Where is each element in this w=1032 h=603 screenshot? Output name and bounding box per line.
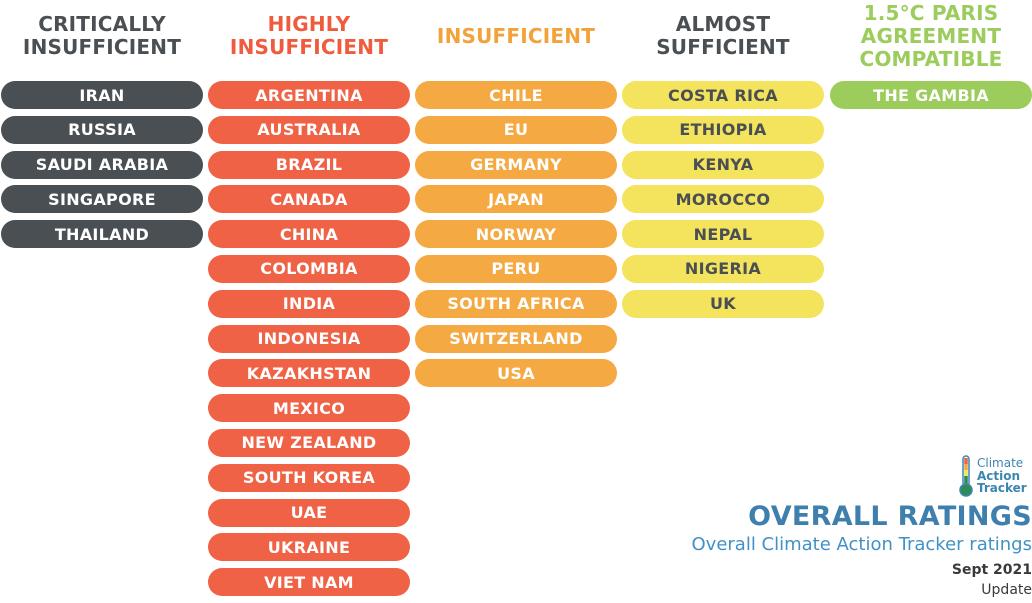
country-pill: SAUDI ARABIA: [1, 150, 203, 179]
country-pill: NEPAL: [622, 220, 824, 249]
logo-line-3: Tracker: [977, 481, 1027, 495]
country-pill: THAILAND: [1, 220, 203, 249]
footer-subtitle: Overall Climate Action Tracker ratings: [691, 534, 1032, 555]
country-pill: THE GAMBIA: [830, 81, 1032, 109]
country-pill: SOUTH KOREA: [208, 463, 410, 492]
footer: OVERALL RATINGS Overall Climate Action T…: [632, 500, 1032, 599]
country-list: THE GAMBIA: [830, 81, 1032, 116]
column-paris-compatible: 1.5°C PARIS AGREEMENT COMPATIBLE THE GAM…: [830, 0, 1032, 109]
country-pill: UK: [622, 289, 824, 318]
country-pill: CHILE: [415, 81, 617, 109]
footer-date: Sept 2021: [951, 562, 1032, 578]
column-insufficient: INSUFFICIENT CHILE EU GERMANY JAPAN NORWAY PE…: [415, 0, 617, 388]
footer-title: OVERALL RATINGS: [748, 501, 1032, 532]
country-pill: KENYA: [622, 150, 824, 179]
country-pill: USA: [415, 359, 617, 388]
country-pill: SWITZERLAND: [415, 324, 617, 353]
logo-line-1: Climate: [977, 456, 1024, 470]
country-pill: CANADA: [208, 185, 410, 214]
country-pill: KAZAKHSTAN: [208, 359, 410, 388]
column-heading: 1.5°C PARIS AGREEMENT COMPATIBLE: [859, 1, 1003, 71]
climate-action-tracker-logo: Climate Action Tracker: [955, 455, 1032, 497]
country-pill: ETHIOPIA: [622, 115, 824, 144]
country-list: IRAN RUSSIA SAUDI ARABIA SINGAPORE THAILAND: [1, 81, 203, 255]
country-pill: INDIA: [208, 289, 410, 318]
country-pill: SOUTH AFRICA: [415, 289, 617, 318]
country-list: COSTA RICA ETHIOPIA KENYA MOROCCO NEPAL NIGER…: [622, 81, 824, 325]
country-pill: MEXICO: [208, 394, 410, 423]
logo-line-2: Action: [977, 468, 1021, 483]
country-pill: MOROCCO: [622, 185, 824, 214]
country-pill: EU: [415, 115, 617, 144]
column-heading: HIGHLY INSUFFICIENT: [229, 12, 389, 59]
country-pill: CHINA: [208, 220, 410, 249]
column-almost-sufficient: ALMOST SUFFICIENT COSTA RICA ETHIOPIA KENY…: [622, 0, 824, 318]
country-pill: COSTA RICA: [622, 81, 824, 109]
country-pill: NORWAY: [415, 220, 617, 249]
country-pill: NEW ZEALAND: [208, 428, 410, 457]
country-pill: VIET NAM: [208, 568, 410, 597]
country-pill: AUSTRALIA: [208, 115, 410, 144]
country-pill: JAPAN: [415, 185, 617, 214]
column-heading: ALMOST SUFFICIENT: [656, 12, 790, 59]
footer-update: Update: [981, 582, 1032, 598]
country-pill: BRAZIL: [208, 150, 410, 179]
country-pill: PERU: [415, 254, 617, 283]
country-pill: INDONESIA: [208, 324, 410, 353]
country-pill: UKRAINE: [208, 533, 410, 562]
country-pill: COLOMBIA: [208, 254, 410, 283]
country-pill: RUSSIA: [1, 115, 203, 144]
column-highly-insufficient: HIGHLY INSUFFICIENT ARGENTINA AUSTRALIA BR…: [208, 0, 410, 597]
country-list: CHILE EU GERMANY JAPAN NORWAY PERU SOUTH AFRIC…: [415, 81, 617, 394]
country-list: ARGENTINA AUSTRALIA BRAZIL CANADA CHINA COLOM…: [208, 81, 410, 603]
column-heading: CRITICALLY INSUFFICIENT: [22, 12, 182, 59]
country-pill: NIGERIA: [622, 254, 824, 283]
thermometer-icon: [959, 455, 973, 497]
country-pill: GERMANY: [415, 150, 617, 179]
column-critically-insufficient: CRITICALLY INSUFFICIENT IRAN RUSSIA SAUDI …: [1, 0, 203, 249]
country-pill: IRAN: [1, 81, 203, 109]
column-heading: INSUFFICIENT: [436, 24, 596, 48]
country-pill: UAE: [208, 498, 410, 527]
country-pill: SINGAPORE: [1, 185, 203, 214]
country-pill: ARGENTINA: [208, 81, 410, 109]
